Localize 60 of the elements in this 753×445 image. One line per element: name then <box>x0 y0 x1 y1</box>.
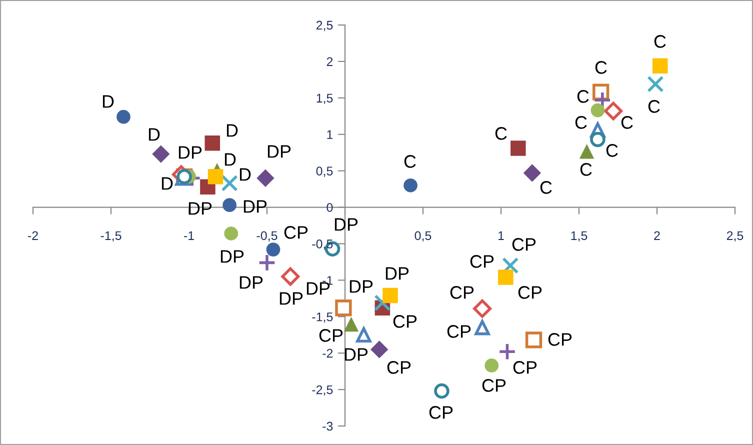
annotation: C <box>575 116 587 129</box>
y-tick-label: 1,5 <box>316 94 333 104</box>
annotation: CP <box>319 329 343 342</box>
annotation: C <box>648 100 660 113</box>
y-tick-label: 1 <box>327 130 333 139</box>
annotation: DP <box>268 145 291 158</box>
x-tick-label: 0,5 <box>414 231 432 242</box>
x-tick-label: -0,5 <box>256 231 278 242</box>
x-tick-label: 1 <box>498 231 504 240</box>
annotation: DP <box>386 267 409 280</box>
annotation: C <box>404 155 416 168</box>
annotation: D <box>148 128 160 141</box>
annotation: D <box>102 95 114 108</box>
annotation: DP <box>220 250 244 263</box>
annotation: C <box>595 61 607 74</box>
annotation: D <box>162 177 173 190</box>
annotation: CP <box>387 361 411 374</box>
annotation: C <box>577 90 589 103</box>
annotation: C <box>654 35 666 48</box>
annotation: CP <box>513 361 537 374</box>
annotation: DP <box>334 218 358 231</box>
annotation: DP <box>240 276 263 289</box>
annotation: CP <box>548 333 572 346</box>
annotation: C <box>495 127 507 140</box>
x-tick-label: -1 <box>184 231 194 240</box>
annotation: DP <box>244 200 267 213</box>
x-tick-label: 2 <box>654 231 660 240</box>
x-tick-label: -2 <box>28 231 38 240</box>
annotation: CP <box>284 226 308 239</box>
y-tick-label: 2,5 <box>316 20 333 32</box>
y-tick-label: 0 <box>326 203 333 212</box>
annotation: DP <box>178 146 202 159</box>
annotation: DP <box>188 202 212 215</box>
annotation: CP <box>429 406 453 419</box>
annotation: CP <box>518 286 542 299</box>
annotation: CP <box>447 325 471 338</box>
y-tick-label: 0,5 <box>316 166 333 177</box>
annotation: DP <box>344 348 368 361</box>
annotation: CP <box>482 379 506 392</box>
annotation: CP <box>393 315 417 328</box>
annotation: C <box>606 144 618 157</box>
y-tick-label: -3 <box>322 422 333 431</box>
x-tick-label: 1,5 <box>571 231 588 242</box>
y-tick-label: 2 <box>326 57 333 66</box>
x-tick-label: 2,5 <box>726 231 744 242</box>
annotation: CP <box>470 255 494 268</box>
annotation: C <box>580 163 592 176</box>
annotation: DP <box>280 292 303 305</box>
x-tick-label: -1,5 <box>100 231 122 242</box>
annotation: DP <box>350 280 373 293</box>
annotation: C <box>540 181 552 194</box>
annotation: D <box>224 153 236 166</box>
annotation: CP <box>512 238 536 251</box>
annotation: D <box>226 124 238 137</box>
annotation: CP <box>450 286 474 299</box>
annotation: D <box>240 168 251 181</box>
y-tick-label: -1,5 <box>312 312 333 323</box>
y-tick-label: -2,5 <box>312 385 333 396</box>
y-tick-label: -2 <box>322 348 333 358</box>
annotation: C <box>621 116 633 129</box>
